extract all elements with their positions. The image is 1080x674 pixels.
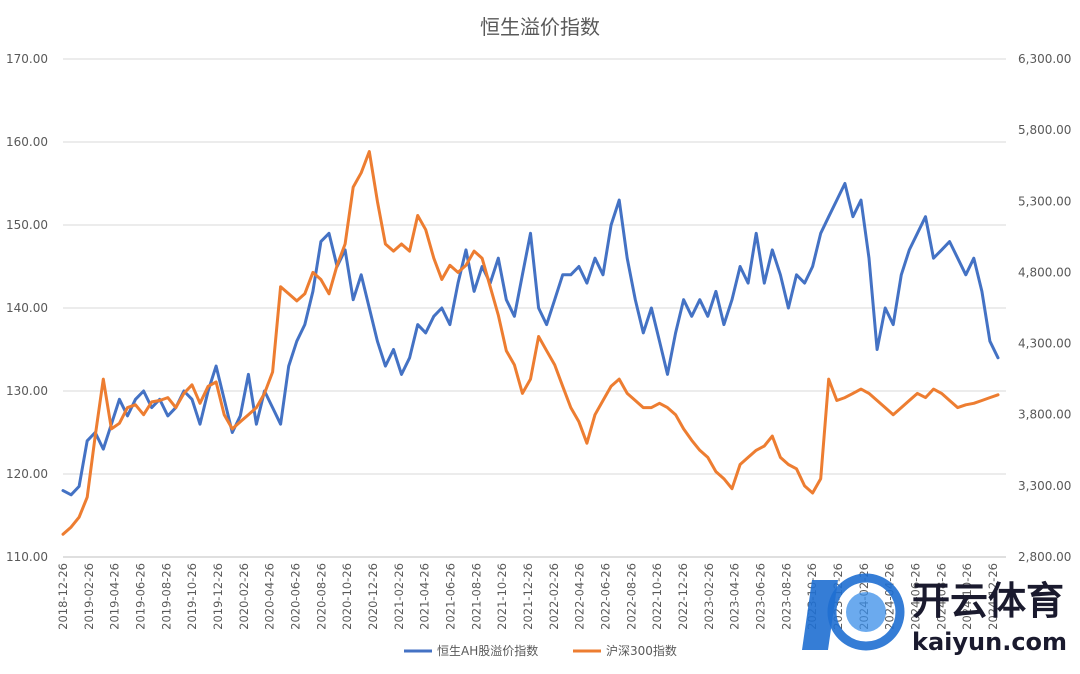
x-tick-label: 2022-12-26 (676, 563, 690, 630)
x-tick-label: 2019-02-26 (82, 563, 96, 630)
x-tick-label: 2019-10-26 (185, 563, 199, 630)
x-tick-label: 2020-08-26 (314, 563, 328, 630)
x-tick-label: 2019-06-26 (134, 563, 148, 630)
gridlines (63, 58, 1006, 558)
y-right-tick-label: 2,800.00 (1018, 550, 1071, 564)
x-tick-label: 2023-04-26 (728, 563, 742, 630)
series-line-0 (61, 182, 1000, 497)
series-lines (61, 150, 1000, 536)
x-tick-label: 2023-08-26 (779, 563, 793, 630)
y-left-tick-label: 150.00 (6, 218, 48, 232)
x-tick-label: 2020-12-26 (366, 563, 380, 630)
x-tick-label: 2022-06-26 (599, 563, 613, 630)
kaiyun-logo-icon (802, 573, 905, 651)
x-tick-label: 2024-08-26 (934, 563, 948, 630)
series-line-1 (61, 150, 1000, 536)
watermark-domain: kaiyun.com (912, 628, 1067, 656)
y-left-tick-label: 140.00 (6, 301, 48, 315)
x-tick-label: 2021-02-26 (392, 563, 406, 630)
watermark-brand: 开云体育 (912, 579, 1064, 623)
y-left-tick-label: 110.00 (6, 550, 48, 564)
x-tick-label: 2022-10-26 (650, 563, 664, 630)
y-axis-right: 2,800.00 3,300.00 3,800.00 4,300.00 4,800.00… (1018, 52, 1071, 564)
x-tick-label: 2021-06-26 (444, 563, 458, 630)
x-tick-label: 2020-10-26 (340, 563, 354, 630)
y-left-tick-label: 130.00 (6, 384, 48, 398)
x-tick-label: 2021-10-26 (495, 563, 509, 630)
x-tick-label: 2023-02-26 (702, 563, 716, 630)
watermark: 开云体育 kaiyun.com (802, 573, 1067, 656)
x-tick-label: 2020-06-26 (289, 563, 303, 630)
x-tick-label: 2021-08-26 (469, 563, 483, 630)
y-left-tick-label: 160.00 (6, 135, 48, 149)
x-tick-label: 2024-12-26 (986, 563, 1000, 630)
x-tick-label: 2020-04-26 (263, 563, 277, 630)
x-tick-label: 2023-06-26 (754, 563, 768, 630)
x-tick-label: 2020-02-26 (237, 563, 251, 630)
legend-label: 沪深300指数 (606, 643, 677, 658)
y-right-tick-label: 5,300.00 (1018, 194, 1071, 208)
y-right-tick-label: 4,300.00 (1018, 337, 1071, 351)
y-right-tick-label: 5,800.00 (1018, 123, 1071, 137)
y-right-tick-label: 3,800.00 (1018, 408, 1071, 422)
x-tick-label: 2021-12-26 (521, 563, 535, 630)
x-tick-label: 2021-04-26 (418, 563, 432, 630)
y-right-tick-label: 3,300.00 (1018, 479, 1071, 493)
y-right-tick-label: 6,300.00 (1018, 52, 1071, 66)
y-axis-left: 110.00 120.00 130.00 140.00 150.00 160.00 170.… (6, 52, 48, 564)
x-tick-label: 2022-02-26 (547, 563, 561, 630)
x-tick-label: 2019-04-26 (108, 563, 122, 630)
legend-label: 恒生AH股溢价指数 (437, 643, 538, 658)
legend: 恒生AH股溢价指数 沪深300指数 (404, 643, 677, 658)
x-tick-label: 2019-08-26 (159, 563, 173, 630)
x-tick-label: 2019-12-26 (211, 563, 225, 630)
x-tick-label: 2024-10-26 (960, 563, 974, 630)
y-left-tick-label: 120.00 (6, 467, 48, 481)
x-tick-label: 2018-12-26 (56, 563, 70, 630)
chart-title: 恒生溢价指数 (480, 15, 600, 39)
y-left-tick-label: 170.00 (6, 52, 48, 66)
x-tick-label: 2022-04-26 (573, 563, 587, 630)
x-tick-label: 2022-08-26 (624, 563, 638, 630)
y-right-tick-label: 4,800.00 (1018, 265, 1071, 279)
x-tick-label: 2024-06-26 (909, 563, 923, 630)
